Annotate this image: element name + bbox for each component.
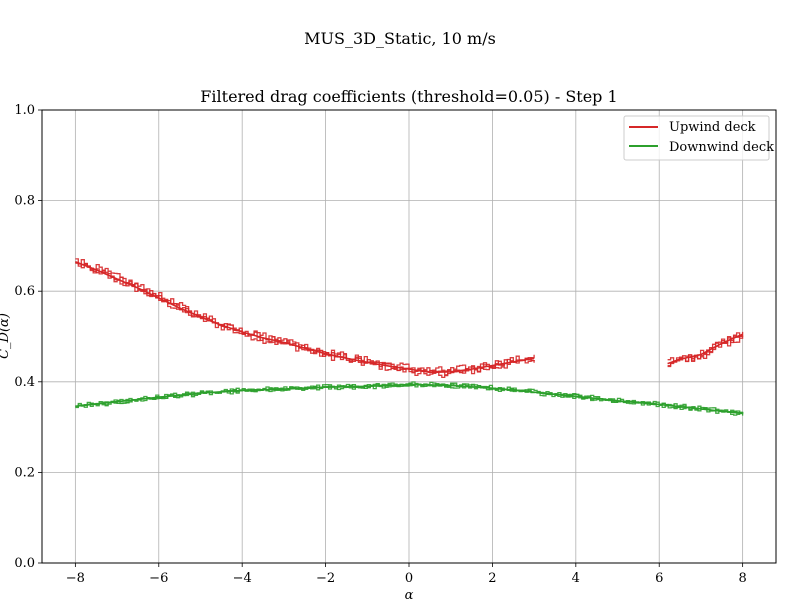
series-line-upwind xyxy=(75,261,535,374)
y-tick-label: 1.0 xyxy=(14,103,35,118)
grid-lines xyxy=(42,109,776,564)
x-axis-label: α xyxy=(405,588,414,600)
y-axis-label: C_D(α) xyxy=(0,313,12,359)
legend: Upwind deck Downwind deck xyxy=(623,115,774,161)
y-tick-label: 0.2 xyxy=(14,465,35,480)
y-tick-label: 0.6 xyxy=(14,284,35,299)
x-tick-label: 6 xyxy=(655,571,663,586)
axis-ticks: −8 −6 −4 −2 0 2 4 6 8 0.0 0.2 0.4 0.6 0.8 1.0 xyxy=(14,103,746,586)
series-trace-upwind xyxy=(75,258,535,376)
x-tick-label: 2 xyxy=(488,571,496,586)
legend-label-downwind: Downwind deck xyxy=(669,140,774,155)
chart-title: Filtered drag coefficients (threshold=0.… xyxy=(200,87,617,106)
figure-suptitle: MUS_3D_Static, 10 m/s xyxy=(304,29,496,48)
series-trace-upwind xyxy=(667,336,744,367)
x-tick-label: 8 xyxy=(738,571,746,586)
series-lines xyxy=(75,258,744,416)
legend-label-upwind: Upwind deck xyxy=(669,120,756,135)
series-trace-upwind xyxy=(667,331,744,362)
x-tick-label: −6 xyxy=(149,571,168,586)
x-tick-label: −4 xyxy=(233,571,252,586)
series-trace-upwind xyxy=(75,261,535,379)
x-tick-label: −2 xyxy=(316,571,335,586)
y-tick-label: 0.8 xyxy=(14,194,35,209)
y-tick-label: 0.0 xyxy=(14,556,35,571)
x-tick-label: 4 xyxy=(572,571,580,586)
x-tick-label: 0 xyxy=(405,571,413,586)
series-trace-downwind xyxy=(75,381,744,414)
x-tick-label: −8 xyxy=(66,571,85,586)
series-trace-upwind xyxy=(75,259,535,372)
legend-box xyxy=(623,115,770,161)
y-tick-label: 0.4 xyxy=(14,375,35,390)
